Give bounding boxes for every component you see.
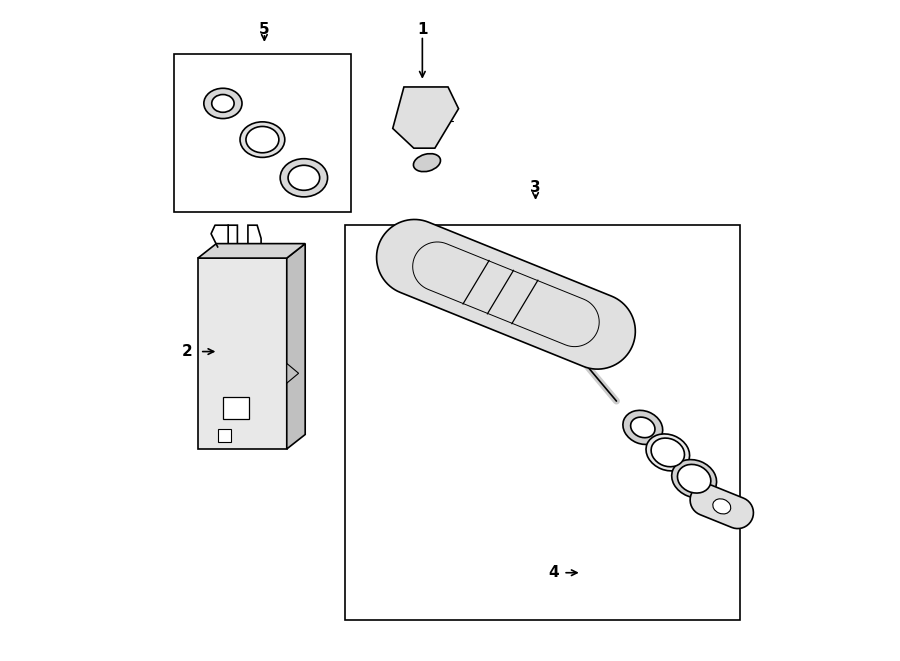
Polygon shape bbox=[287, 364, 299, 383]
Bar bbox=[198, 258, 287, 449]
Ellipse shape bbox=[646, 434, 689, 471]
Bar bbox=[218, 429, 230, 442]
Text: 1: 1 bbox=[417, 22, 428, 36]
Polygon shape bbox=[229, 225, 261, 258]
Text: 5: 5 bbox=[259, 22, 270, 36]
Text: 4: 4 bbox=[549, 565, 559, 580]
Ellipse shape bbox=[212, 95, 234, 112]
Polygon shape bbox=[376, 219, 635, 369]
Ellipse shape bbox=[246, 126, 279, 153]
Bar bbox=[174, 54, 351, 212]
Ellipse shape bbox=[280, 159, 328, 197]
Polygon shape bbox=[690, 485, 753, 529]
Polygon shape bbox=[198, 244, 305, 258]
Ellipse shape bbox=[678, 465, 711, 493]
Polygon shape bbox=[392, 87, 459, 148]
Text: 2: 2 bbox=[181, 344, 192, 359]
Ellipse shape bbox=[671, 459, 716, 498]
Ellipse shape bbox=[713, 499, 731, 514]
Ellipse shape bbox=[413, 153, 440, 172]
Text: 3: 3 bbox=[530, 180, 541, 194]
Ellipse shape bbox=[288, 165, 320, 190]
Bar bbox=[345, 225, 740, 620]
Polygon shape bbox=[287, 244, 305, 449]
Ellipse shape bbox=[203, 89, 242, 118]
Bar bbox=[223, 397, 249, 419]
Ellipse shape bbox=[631, 417, 655, 438]
Ellipse shape bbox=[623, 410, 662, 444]
Ellipse shape bbox=[651, 438, 685, 467]
Ellipse shape bbox=[240, 122, 284, 157]
